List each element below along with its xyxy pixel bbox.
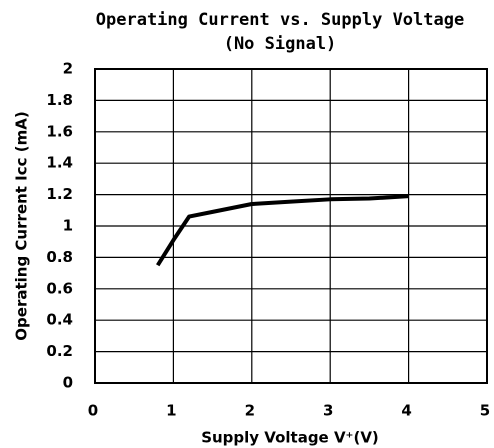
x-tick-label: 5 <box>480 402 490 420</box>
y-tick-label: 1.8 <box>46 91 73 109</box>
chart-title: Operating Current vs. Supply Voltage <box>96 10 464 30</box>
x-axis-label: Supply Voltage V⁺(V) <box>201 429 379 447</box>
y-tick-label: 1.4 <box>46 154 73 172</box>
x-tick-label: 4 <box>401 402 411 420</box>
y-tick-label: 0.8 <box>46 248 73 266</box>
y-tick-label: 1 <box>63 217 73 235</box>
data-line <box>156 194 409 267</box>
y-tick-label: 0.2 <box>46 342 73 360</box>
y-tick-label: 1.2 <box>46 185 73 203</box>
y-tick-label: 0.4 <box>46 311 73 329</box>
y-tick-label: 1.6 <box>46 122 73 140</box>
y-axis-label: Operating Current Icc (mA) <box>13 111 31 340</box>
y-tick-label: 2 <box>63 60 73 78</box>
y-tick-label: 0 <box>63 374 73 392</box>
x-tick-label: 0 <box>88 402 98 420</box>
x-tick-label: 2 <box>245 402 255 420</box>
plot-frame <box>94 68 488 384</box>
x-tick-label: 3 <box>323 402 333 420</box>
chart-subtitle: (No Signal) <box>224 34 337 54</box>
y-tick-label: 0.6 <box>46 279 73 297</box>
x-tick-label: 1 <box>166 402 176 420</box>
